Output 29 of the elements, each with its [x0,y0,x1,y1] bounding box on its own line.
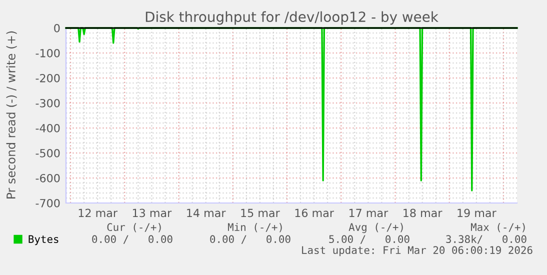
x-tick-label: 17 mar [349,208,388,218]
legend-label: Bytes [28,235,58,246]
text: 5.00 / 0.00 [329,235,410,244]
x-tick-label: 16 mar [295,208,334,218]
y-tick-label: -700 [36,198,60,208]
x-tick-label: 18 mar [404,208,442,218]
text: Last update: Fri Mar 20 06:00:19 2026 [302,246,532,256]
text: Max (-/+) [470,223,525,232]
x-tick-label: 13 mar [132,208,172,218]
text: Avg (-/+) [348,222,403,234]
text: 3.38k/ 0.00 [446,234,526,244]
y-tick-label: -200 [36,74,60,82]
x-tick-label: 12 mar [78,208,118,218]
line-series [65,27,518,192]
text: Min (-/+) [228,222,282,232]
y-tick-label: -100 [36,48,60,58]
y-tick-label: -400 [36,124,60,132]
x-tick-label: 15 mar [241,208,280,218]
x-tick-label: 14 mar [187,208,226,218]
y-axis-title: Pr second read (-) / write (+) [6,31,17,198]
y-tick-label: -600 [36,174,60,182]
text: 0.00 / 0.00 [92,235,172,244]
text: Cur (-/+) [107,223,161,232]
y-tick-label: -300 [36,98,60,108]
x-tick-label: 19 mar [458,208,496,218]
chart-title: Disk throughput for /dev/loop12 - by week [146,11,438,25]
y-tick-label: 0 [54,24,60,32]
y-tick-label: -500 [36,148,60,158]
text: 0.00 / 0.00 [210,235,290,244]
